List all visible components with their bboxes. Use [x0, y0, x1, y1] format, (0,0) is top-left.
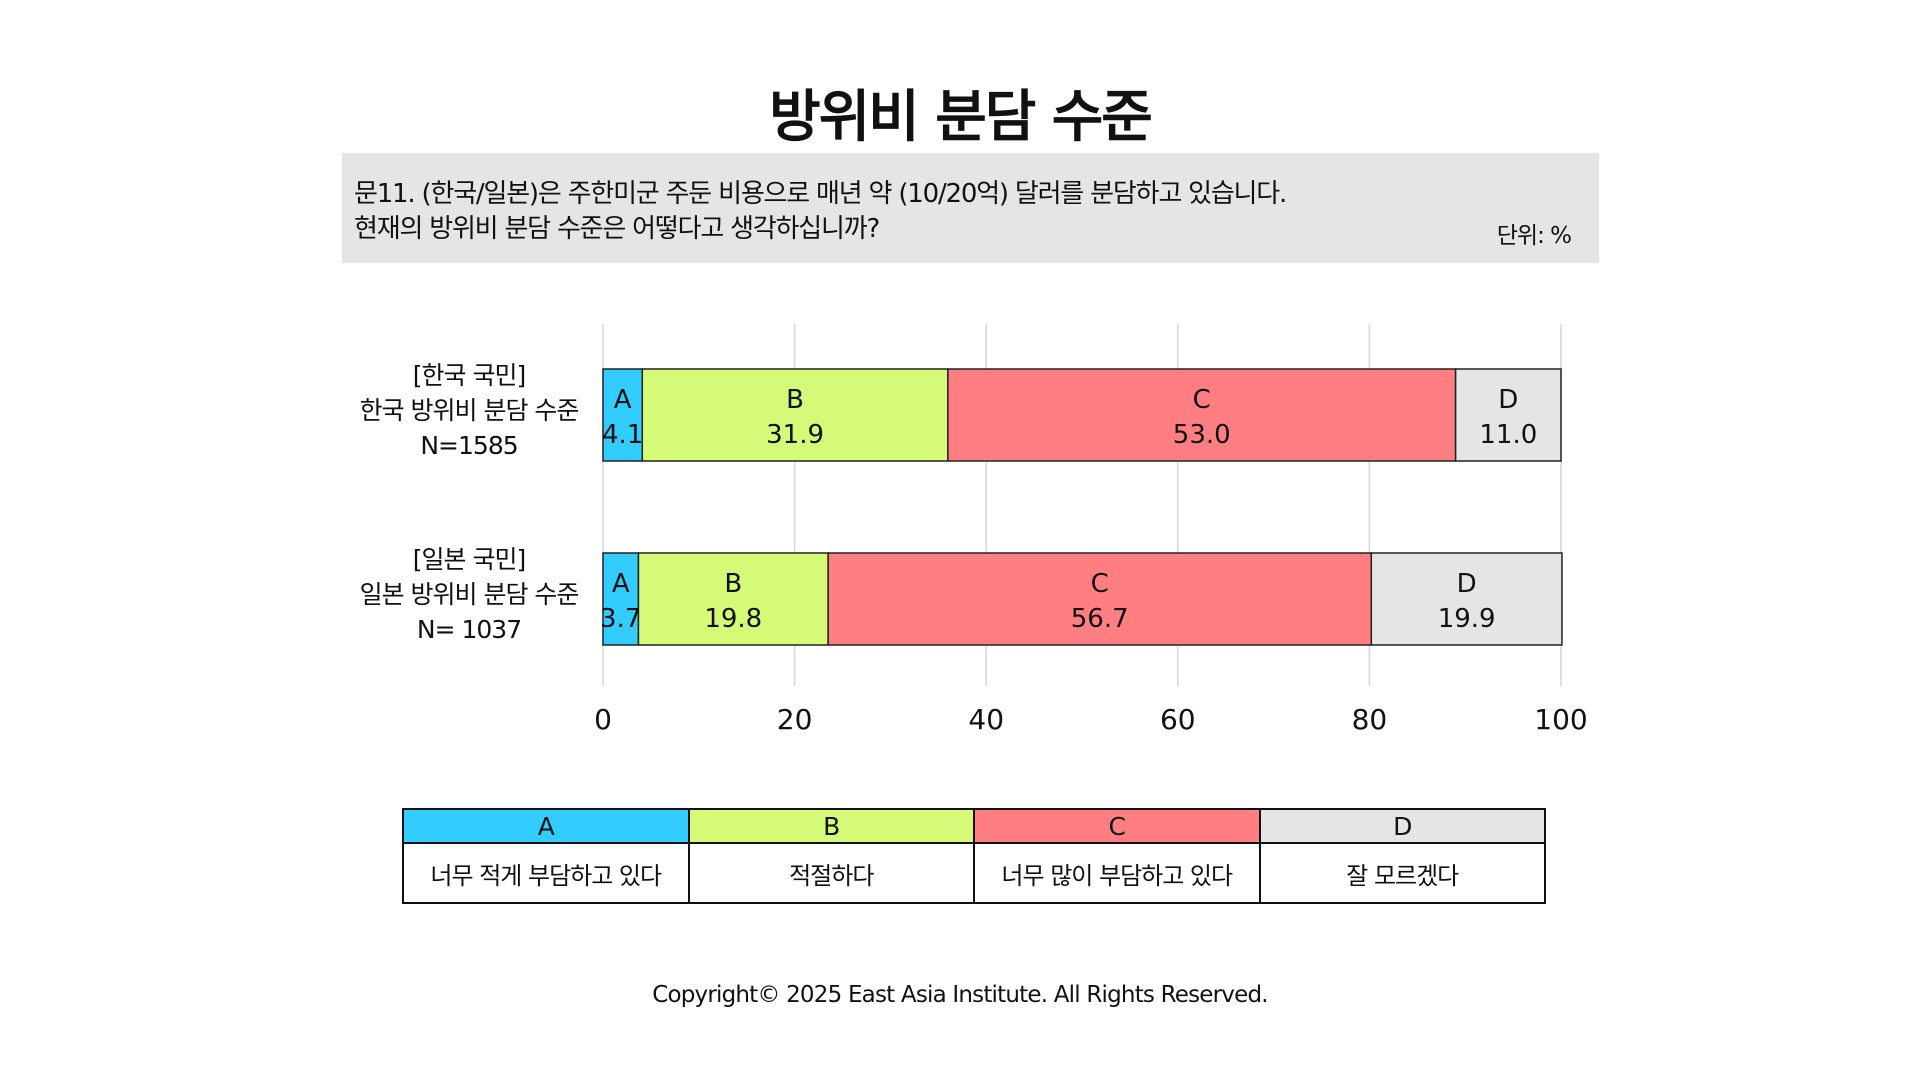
- bar-segment-a-0: [602, 368, 644, 462]
- chart-title: 방위비 분담 수준: [769, 85, 1153, 150]
- bar-key-label-a-0: A: [614, 385, 632, 415]
- unit-label: 단위: %: [1496, 223, 1572, 249]
- bar-key-label-a-1: A: [612, 569, 630, 599]
- stacked-bar-chart: 0 20 40 60 80 100 [한국 국민] 한국 방위비 분담 수준 N=1585 A 4.…: [360, 324, 1588, 736]
- legend-label-a: 너무 적게 부담하고 있다: [402, 842, 690, 904]
- bar-value-label-a-0: 4.1: [602, 420, 643, 450]
- x-tick-label-80: 80: [1352, 703, 1388, 736]
- bar-value-label-d-0: 11.0: [1479, 420, 1537, 450]
- bar-key-label-d-1: D: [1457, 569, 1477, 599]
- bar-key-label-c-0: C: [1193, 385, 1211, 415]
- question-box: 문11. (한국/일본)은 주한미군 주둔 비용으로 매년 약 (10/20억)…: [342, 153, 1599, 263]
- category-label-1-line-0: [일본 국민]: [413, 545, 525, 574]
- legend-key-d: D: [1258, 808, 1546, 844]
- bar-key-label-b-1: B: [724, 569, 742, 599]
- category-label-0-line-0: [한국 국민]: [413, 361, 525, 390]
- bar-key-label-c-1: C: [1091, 569, 1109, 599]
- question-line-1: 문11. (한국/일본)은 주한미군 주둔 비용으로 매년 약 (10/20억)…: [354, 179, 1287, 209]
- bar-value-label-b-0: 31.9: [766, 420, 824, 450]
- category-label-0-line-2: N=1585: [420, 431, 517, 460]
- bar-segment-c-1: [827, 552, 1373, 646]
- legend-label-d: 잘 모르겠다: [1258, 842, 1546, 904]
- x-tick-label-60: 60: [1160, 703, 1196, 736]
- bar-segment-d-0: [1454, 368, 1562, 462]
- bar-value-label-c-0: 53.0: [1173, 420, 1231, 450]
- bar-value-label-a-1: 3.7: [600, 604, 641, 634]
- x-tick-label-20: 20: [777, 703, 813, 736]
- legend-label-b: 적절하다: [687, 842, 975, 904]
- bar-segment-c-0: [947, 368, 1457, 462]
- bar-segment-d-1: [1370, 552, 1563, 646]
- legend-key-a: A: [402, 808, 690, 844]
- category-label-0-line-1: 한국 방위비 분담 수준: [360, 396, 579, 425]
- bar-segment-a-1: [602, 552, 640, 646]
- legend-label-c: 너무 많이 부담하고 있다: [973, 842, 1261, 904]
- legend-key-b: B: [687, 808, 975, 844]
- bar-value-label-b-1: 19.8: [704, 604, 762, 634]
- bar-value-label-d-1: 19.9: [1438, 604, 1496, 634]
- category-label-1-line-1: 일본 방위비 분담 수준: [360, 580, 579, 609]
- x-tick-label-40: 40: [968, 703, 1004, 736]
- copyright-text: Copyright© 2025 East Asia Institute. All…: [652, 982, 1268, 1008]
- legend-key-c: C: [973, 808, 1261, 844]
- bar-segment-b-1: [637, 552, 829, 646]
- bar-key-label-b-0: B: [786, 385, 804, 415]
- question-line-2: 현재의 방위비 분담 수준은 어떻다고 생각하십니까?: [354, 214, 880, 244]
- legend-table: A B C D 너무 적게 부담하고 있다 적절하다 너무 많이 부담하고 있다…: [402, 808, 1546, 904]
- x-tick-label-0: 0: [594, 703, 612, 736]
- category-label-1-line-2: N= 1037: [417, 615, 521, 644]
- x-tick-label-100: 100: [1534, 703, 1587, 736]
- bar-value-label-c-1: 56.7: [1071, 604, 1129, 634]
- bar-key-label-d-0: D: [1498, 385, 1518, 415]
